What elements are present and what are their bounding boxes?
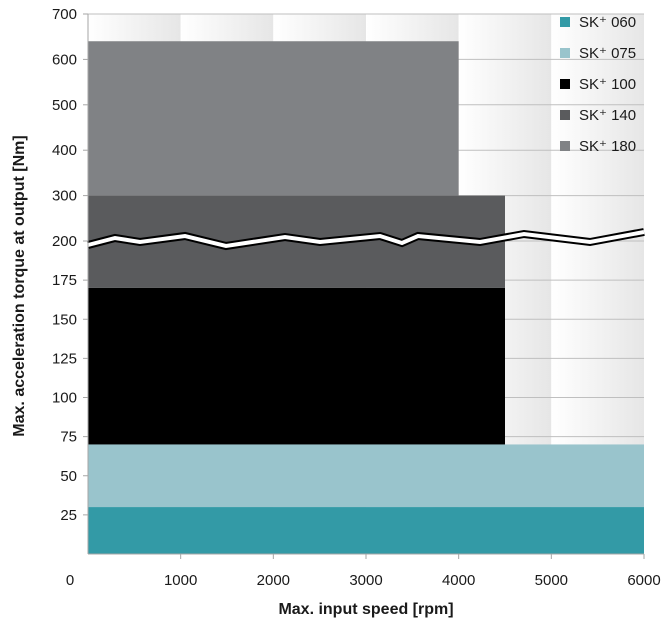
y-tick-label: 125	[52, 350, 77, 367]
legend-label: SK⁺ 060	[579, 14, 636, 31]
legend-swatch	[560, 79, 570, 89]
x-tick-label: 1000	[164, 572, 197, 589]
y-axis-title: Max. acceleration torque at output [Nm]	[11, 135, 28, 436]
legend-label: SK⁺ 180	[579, 138, 636, 155]
y-tick-label: 300	[52, 188, 77, 205]
legend-label: SK⁺ 075	[579, 45, 636, 62]
legend-swatch	[560, 48, 570, 58]
area-sk-180	[88, 41, 459, 196]
legend-swatch	[560, 17, 570, 27]
axes: 25 50 75 100 125 150 175 200 300 400 500 600 700 0 100…	[52, 6, 661, 589]
x-tick-label: 3000	[349, 572, 382, 589]
y-tick-label: 500	[52, 97, 77, 114]
axis-break	[86, 228, 645, 251]
x-tick-label: 5000	[535, 572, 568, 589]
y-tick-label: 50	[60, 468, 77, 485]
y-tick-label: 100	[52, 390, 77, 407]
data-areas	[88, 41, 644, 554]
area-sk-100	[88, 287, 505, 445]
legend-swatch	[560, 141, 570, 151]
legend: SK⁺ 060 SK⁺ 075 SK⁺ 100 SK⁺ 140 SK⁺ 180	[560, 14, 636, 155]
legend-swatch	[560, 110, 570, 120]
y-tick-label: 25	[60, 507, 77, 524]
area-sk-060	[88, 507, 644, 554]
legend-label: SK⁺ 100	[579, 76, 636, 93]
y-tick-label: 75	[60, 429, 77, 446]
y-tick-label: 200	[52, 233, 77, 250]
legend-label: SK⁺ 140	[579, 107, 636, 124]
y-tick-label: 150	[52, 311, 77, 328]
x-tick-label: 2000	[257, 572, 290, 589]
y-tick-label: 600	[52, 51, 77, 68]
axis-break-line	[87, 230, 645, 249]
area-sk-075	[88, 444, 644, 508]
x-tick-label: 6000	[627, 572, 660, 589]
x-axis-title: Max. input speed [rpm]	[278, 601, 453, 618]
x-tick-label: 4000	[442, 572, 475, 589]
y-tick-label: 400	[52, 142, 77, 159]
x-tick-label: 0	[66, 572, 74, 589]
y-tick-label: 700	[52, 6, 77, 23]
y-tick-label: 175	[52, 272, 77, 289]
